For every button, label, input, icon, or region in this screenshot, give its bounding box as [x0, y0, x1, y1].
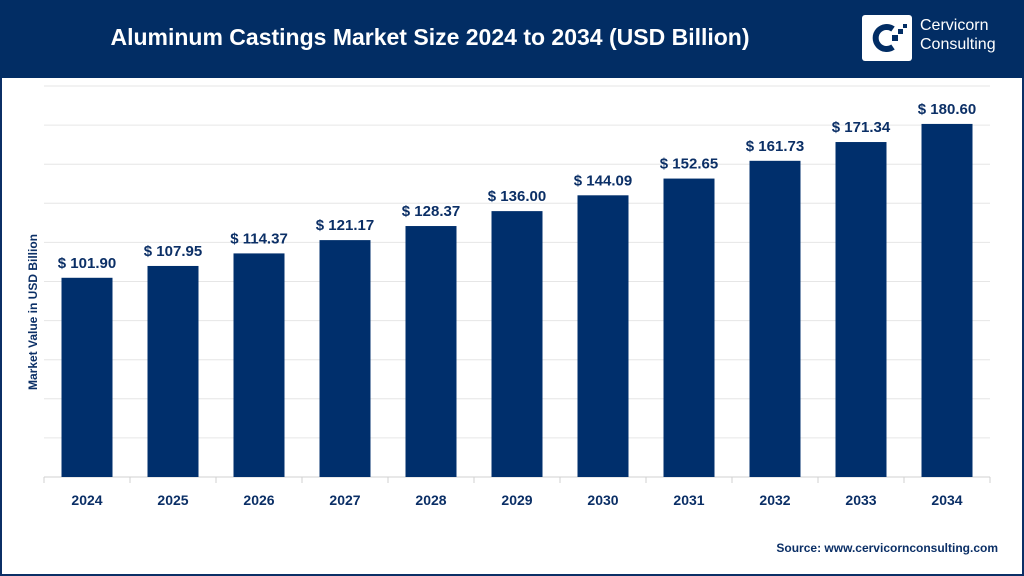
data-label-2027: $ 121.17 [316, 217, 374, 234]
data-label-2026: $ 114.37 [230, 230, 288, 247]
chart-title: Aluminum Castings Market Size 2024 to 20… [110, 24, 750, 50]
x-tick-label-2025: 2025 [157, 492, 188, 508]
source-text: Source: www.cervicornconsulting.com [776, 541, 998, 555]
logo-text: Cervicorn Consulting [920, 16, 996, 54]
x-tick-label-2024: 2024 [71, 492, 102, 508]
logo-line-2: Consulting [920, 36, 996, 53]
x-tick-label-2028: 2028 [415, 492, 446, 508]
data-label-2033: $ 171.34 [832, 119, 891, 136]
x-tick-label-2026: 2026 [243, 492, 274, 508]
x-tick-label-2032: 2032 [759, 492, 790, 508]
data-label-2031: $ 152.65 [660, 156, 718, 173]
data-label-2034: $ 180.60 [918, 101, 976, 118]
bar-2025 [147, 265, 199, 477]
bar-2028 [405, 226, 457, 477]
bar-2032 [749, 160, 801, 477]
x-tick-label-2029: 2029 [501, 492, 532, 508]
x-tick-label-2027: 2027 [329, 492, 360, 508]
data-label-2032: $ 161.73 [746, 138, 804, 155]
bar-2034 [921, 123, 973, 477]
cervicorn-logo-icon [862, 15, 912, 61]
data-label-2030: $ 144.09 [574, 172, 632, 189]
bar-2030 [577, 195, 629, 477]
data-label-2028: $ 128.37 [402, 203, 460, 220]
bar-2031 [663, 178, 715, 477]
logo-line-1: Cervicorn [920, 17, 989, 34]
x-tick-label-2033: 2033 [845, 492, 876, 508]
data-label-2024: $ 101.90 [58, 255, 116, 272]
x-tick-label-2031: 2031 [673, 492, 704, 508]
bar-2024 [61, 277, 113, 477]
header-banner: Aluminum Castings Market Size 2024 to 20… [0, 0, 1024, 78]
x-tick-label-2030: 2030 [587, 492, 618, 508]
bar-2029 [491, 211, 543, 477]
bar-2026 [233, 253, 285, 477]
bar-2027 [319, 240, 371, 477]
bar-2033 [835, 142, 887, 477]
x-tick-label-2034: 2034 [931, 492, 962, 508]
data-label-2029: $ 136.00 [488, 188, 546, 205]
data-label-2025: $ 107.95 [144, 243, 202, 260]
